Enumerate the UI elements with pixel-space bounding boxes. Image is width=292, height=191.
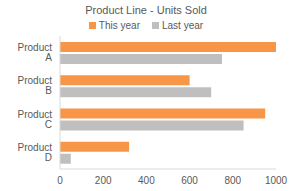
html-text:Last year: Last year [162, 19, 204, 31]
svg-text:ProductC: ProductC [18, 109, 53, 130]
svg-text:600: 600 [181, 175, 198, 186]
svg-text:ProductA: ProductA [18, 42, 53, 63]
html-text:Product Line - Units Sold: Product Line - Units Sold [85, 4, 207, 16]
svg-text:1000: 1000 [265, 175, 284, 186]
html-text:This year: This year [98, 19, 140, 31]
svg-text:ProductD: ProductD [18, 142, 53, 163]
svg-text:0: 0 [57, 175, 63, 186]
svg-text:800: 800 [224, 175, 241, 186]
svg-text:ProductB: ProductB [18, 75, 53, 96]
svg-text:400: 400 [138, 175, 155, 186]
svg-text:200: 200 [95, 175, 112, 186]
